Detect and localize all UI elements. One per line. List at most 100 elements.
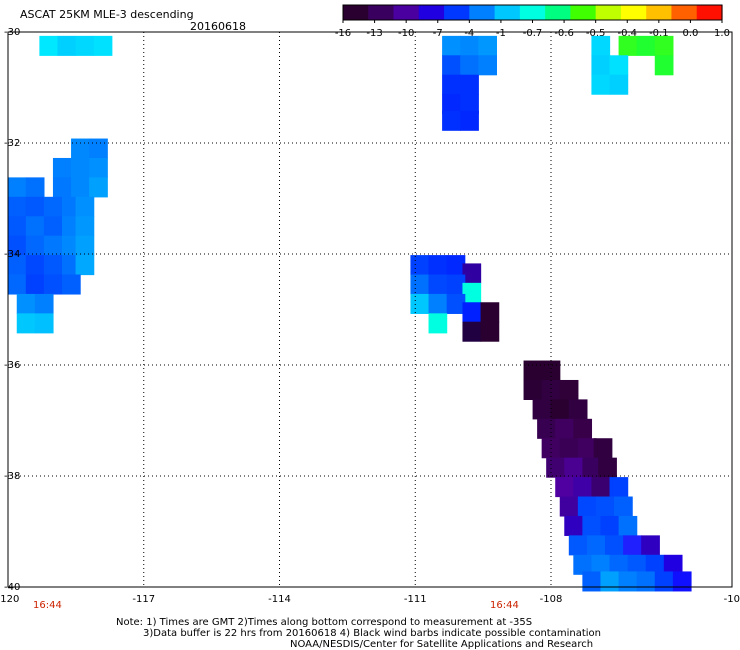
wind-cell <box>600 571 620 592</box>
wind-cell <box>25 216 45 237</box>
wind-cell <box>7 274 27 295</box>
wind-cell <box>523 360 543 381</box>
colorbar-swatch <box>494 5 521 20</box>
colorbar-tick-label: -7 <box>433 28 443 39</box>
wind-cell <box>598 457 617 478</box>
wind-cell <box>71 177 90 198</box>
wind-cell <box>627 554 647 575</box>
colorbar-tick-label: -0.1 <box>649 28 669 39</box>
lat-label: -34 <box>4 249 20 260</box>
wind-cell <box>478 55 497 76</box>
wind-cell <box>34 293 54 314</box>
wind-cell <box>541 379 561 400</box>
wind-cell <box>645 554 665 575</box>
wind-cell <box>586 535 606 556</box>
lon-label: -114 <box>268 594 291 605</box>
wind-cell <box>537 418 556 439</box>
wind-cell <box>25 235 45 256</box>
wind-cell <box>442 94 461 115</box>
wind-cell <box>89 138 108 159</box>
map-frame <box>7 31 733 588</box>
colorbar-swatch <box>696 5 723 20</box>
wind-cell <box>577 438 597 459</box>
wind-cell <box>654 55 674 76</box>
wind-cell <box>7 177 27 198</box>
colorbar-swatch <box>620 5 647 20</box>
wind-cell <box>591 477 611 498</box>
colorbar-tick-label: -10 <box>398 28 414 39</box>
wind-cell <box>34 313 54 334</box>
wind-cell <box>75 216 95 237</box>
wind-cell <box>428 313 448 334</box>
wind-cell <box>591 554 611 575</box>
wind-cell <box>16 313 36 334</box>
wind-cell <box>591 74 611 95</box>
wind-cell <box>654 35 674 56</box>
wind-cell <box>57 35 77 56</box>
lon-label: -111 <box>404 594 427 605</box>
colorbar-swatch <box>418 5 445 20</box>
wind-cell <box>446 274 466 295</box>
colorbar-swatch <box>646 5 673 20</box>
wind-cell <box>89 157 108 178</box>
wind-cell <box>618 35 638 56</box>
wind-cell <box>523 379 543 400</box>
colorbar-tick-label: -0.7 <box>523 28 543 39</box>
wind-cell <box>7 235 27 256</box>
wind-cell <box>462 302 482 323</box>
wind-cell <box>550 399 570 420</box>
wind-cell <box>428 255 448 276</box>
lat-label: -38 <box>4 471 20 482</box>
wind-cell <box>442 110 461 131</box>
lon-label: -10 <box>724 594 740 605</box>
colorbar-swatch <box>343 5 369 20</box>
wind-cell <box>7 196 27 217</box>
wind-cell <box>532 399 552 420</box>
wind-cell <box>577 496 597 517</box>
colorbar-tick-label: 0.0 <box>682 28 698 39</box>
wind-cell <box>600 515 620 536</box>
colorbar-tick-label: -16 <box>335 28 351 39</box>
wind-cell <box>609 477 629 498</box>
wind-cell <box>663 554 683 575</box>
wind-cell <box>546 457 565 478</box>
wind-cell <box>462 282 482 303</box>
wind-cell <box>446 255 466 276</box>
map-panel: -120 -117 -114 -111 -108 -10 -30 -32 -34 -36 -38 -4… <box>0 27 740 605</box>
wind-cell <box>573 477 593 498</box>
wind-cell <box>623 535 642 556</box>
wind-cell <box>478 35 497 56</box>
wind-cell <box>25 274 45 295</box>
wind-cell <box>559 438 579 459</box>
wind-cell <box>25 255 45 276</box>
footer-note-2: 3)Data buffer is 22 hrs from 20160618 4)… <box>143 628 601 639</box>
wind-cell <box>75 196 95 217</box>
wind-cell <box>39 35 59 56</box>
wind-cell <box>605 535 624 556</box>
wind-cell <box>75 235 95 256</box>
colorbar-tick-label: 1.0 <box>714 28 730 39</box>
lat-label: -32 <box>4 138 20 149</box>
wind-cell <box>564 457 583 478</box>
wind-cell <box>573 554 593 575</box>
wind-cell <box>446 293 466 314</box>
wind-cell <box>43 196 63 217</box>
wind-cell <box>654 571 674 592</box>
lat-label: -30 <box>4 27 20 38</box>
wind-cell <box>43 274 63 295</box>
colorbar: -16 -13 -10 -7 -4 -1 -0.7 -0.6 -0.5 -0.4 -0.1 0.0 1.… <box>335 4 730 39</box>
wind-cell <box>559 379 579 400</box>
wind-cell <box>25 196 45 217</box>
wind-cell <box>460 74 479 95</box>
wind-cell <box>609 55 629 76</box>
lon-label: -108 <box>540 594 563 605</box>
wind-cell <box>460 94 479 115</box>
wind-cell <box>442 35 461 56</box>
wind-cell <box>591 35 611 56</box>
wind-cell <box>480 321 500 342</box>
lat-label: -36 <box>4 360 20 371</box>
wind-cell <box>75 255 95 276</box>
colorbar-swatch <box>469 5 496 20</box>
wind-cell <box>428 274 448 295</box>
